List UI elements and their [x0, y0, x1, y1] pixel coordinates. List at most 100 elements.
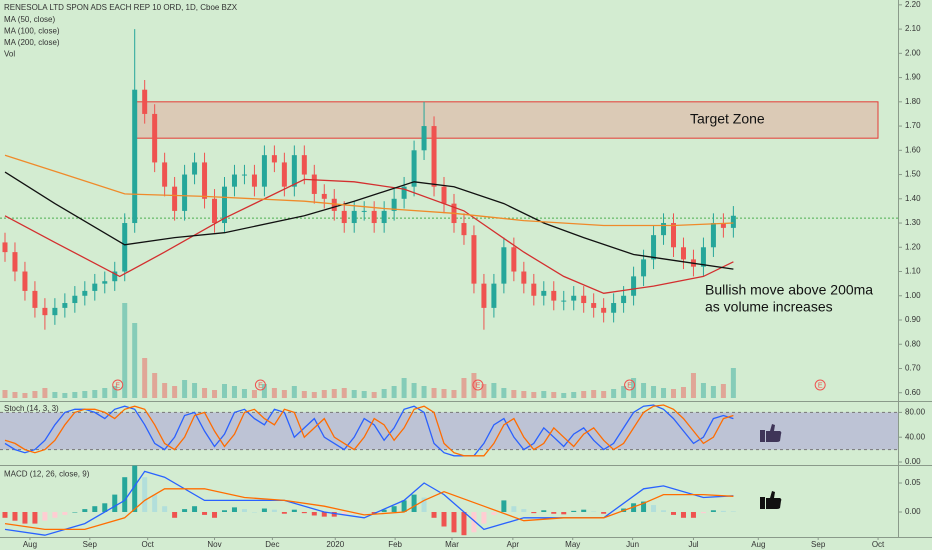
- candle-body: [401, 186, 407, 199]
- candle-body: [621, 295, 627, 304]
- candle-body: [700, 247, 706, 267]
- y-tick-label: 0.80: [905, 339, 921, 348]
- macd-histogram-bar: [32, 512, 38, 524]
- volume-bar: [102, 388, 108, 398]
- x-tick-label: Sep: [83, 540, 98, 549]
- macd-histogram-bar: [651, 505, 657, 512]
- macd-histogram-bar: [451, 512, 457, 533]
- volume-bar: [581, 391, 587, 398]
- volume-bar: [341, 388, 347, 398]
- pane: 0.05 0.00 MACD (12, 26, close, 9) Aug Sep Oct…: [2, 465, 921, 549]
- volume-bar: [241, 389, 247, 398]
- volume-bar: [621, 386, 627, 398]
- volume-bar: [261, 384, 267, 398]
- macd-histogram-bar: [690, 512, 696, 518]
- event-label: E: [258, 382, 263, 389]
- volume-bar: [441, 389, 447, 398]
- volume-bar: [541, 391, 547, 398]
- volume-bar: [192, 383, 198, 398]
- y-tick-label: 0.60: [905, 388, 921, 397]
- stoch-line: [4, 404, 734, 457]
- y-tick-label: 40.00: [905, 432, 926, 441]
- macd-histogram-bar: [511, 506, 517, 512]
- volume-bar: [641, 383, 647, 398]
- macd-histogram-bar: [671, 512, 676, 515]
- moving-average: [4, 178, 734, 294]
- candle-body: [132, 89, 138, 224]
- annotation: as volume increases: [705, 299, 833, 315]
- x-tick-label: Dec: [265, 540, 279, 549]
- candle-body: [421, 126, 427, 151]
- legend-entry: MA (100, close): [4, 27, 60, 36]
- macd-histogram-bar: [72, 512, 78, 513]
- candle-body: [661, 223, 667, 236]
- x-tick-label: May: [565, 540, 580, 549]
- volume-bar: [32, 391, 38, 398]
- x-tick-label: Mar: [445, 540, 459, 549]
- volume-bar: [251, 390, 257, 398]
- candle-body: [281, 162, 287, 187]
- macd-histogram-bar: [241, 509, 247, 512]
- legend-entry: MA (200, close): [4, 38, 60, 47]
- candle-body: [601, 307, 607, 313]
- candle-body: [172, 186, 178, 211]
- candle-body: [471, 235, 477, 284]
- candle-body: [102, 281, 108, 284]
- macd-histogram-bar: [611, 512, 617, 513]
- thumbs-up-icon: [760, 424, 782, 442]
- candle-body: [511, 247, 517, 272]
- event-marker: [814, 379, 826, 391]
- macd-histogram-bar: [172, 512, 178, 518]
- candle-body: [671, 223, 676, 248]
- y-tick-label: 1.30: [905, 218, 921, 227]
- annotation: Bullish move above 200ma: [705, 282, 873, 298]
- volume-bar: [22, 393, 28, 398]
- macd-histogram-bar: [142, 477, 148, 512]
- candle-body: [62, 303, 68, 308]
- volume-bar: [431, 388, 437, 398]
- candle-body: [641, 259, 647, 277]
- volume-bar: [690, 373, 696, 398]
- y-tick-label: 1.90: [905, 73, 921, 82]
- candle-body: [2, 242, 8, 253]
- volume-bar: [52, 392, 58, 398]
- candle-body: [591, 303, 597, 308]
- macd-histogram-bar: [162, 506, 168, 512]
- x-tick-label: Oct: [872, 540, 885, 549]
- x-tick-label: Jul: [688, 540, 698, 549]
- candle-body: [122, 223, 128, 272]
- macd-histogram-bar: [42, 512, 48, 521]
- macd-histogram-bar: [411, 494, 417, 512]
- event-marker: [624, 379, 636, 391]
- candle-body: [321, 193, 327, 199]
- volume-bar: [571, 392, 577, 398]
- macd-histogram-bar: [471, 512, 477, 533]
- candle-body: [311, 174, 317, 194]
- volume-bar: [591, 390, 597, 398]
- volume-bar: [680, 387, 686, 398]
- pane-title: Stoch (14, 3, 3): [4, 404, 59, 413]
- candle-body: [202, 162, 208, 199]
- volume-bar: [132, 323, 138, 398]
- candle-body: [92, 283, 98, 291]
- candle-body: [461, 223, 467, 236]
- macd-histogram-bar: [680, 512, 686, 518]
- candle-body: [42, 307, 48, 316]
- candle-body: [291, 155, 297, 187]
- candle-body: [491, 283, 497, 308]
- volume-bar: [411, 383, 417, 398]
- candle-body: [391, 198, 397, 211]
- volume-bar: [391, 386, 397, 398]
- volume-bar: [331, 389, 337, 398]
- macd-histogram-bar: [212, 512, 218, 518]
- volume-bar: [561, 393, 567, 398]
- candle-body: [631, 276, 637, 296]
- volume-bar: [42, 388, 48, 398]
- macd-histogram-bar: [331, 512, 337, 517]
- candle-body: [371, 210, 377, 224]
- macd-histogram-bar: [92, 506, 98, 512]
- macd-histogram-bar: [491, 512, 497, 515]
- pane-title: MACD (12, 26, close, 9): [4, 470, 90, 479]
- volume-bar: [601, 391, 607, 398]
- candle-body: [531, 283, 537, 296]
